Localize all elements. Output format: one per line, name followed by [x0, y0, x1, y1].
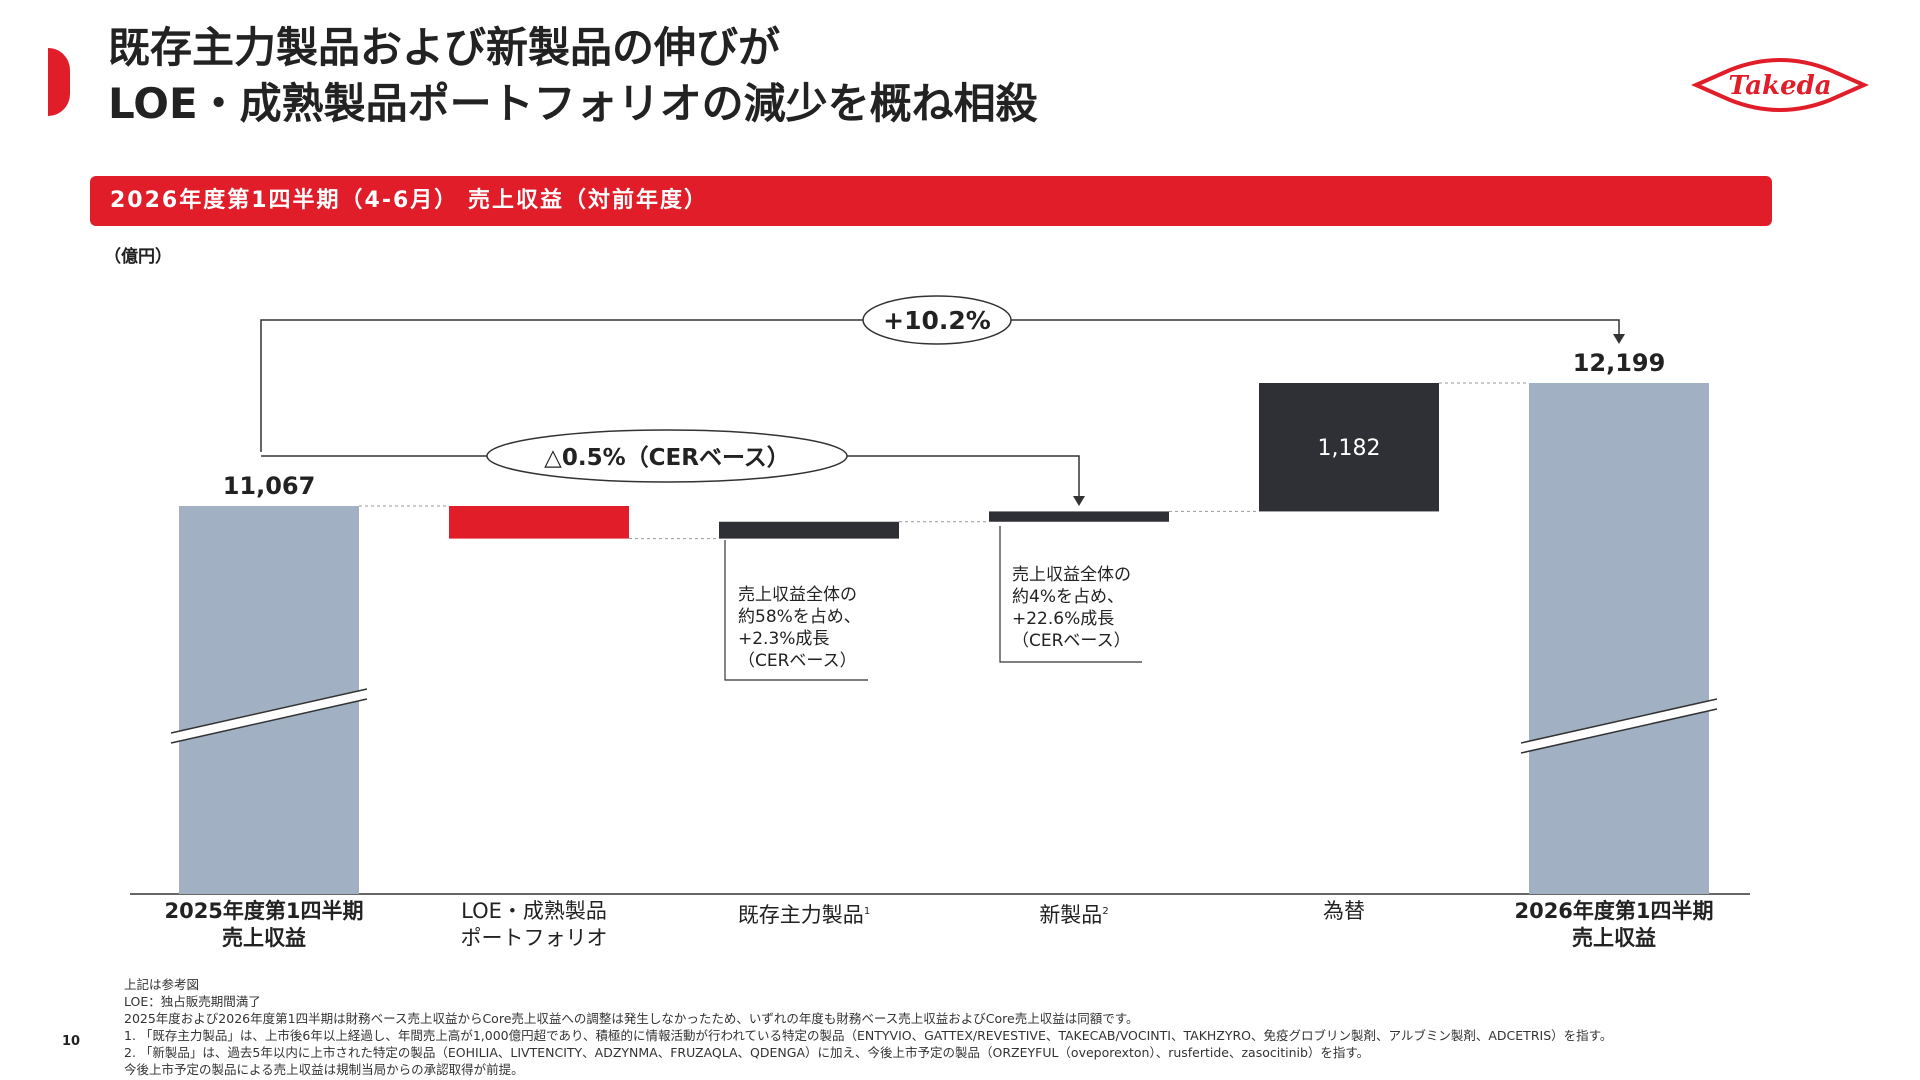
bar-loe-decline [449, 506, 629, 539]
page-title: 既存主力製品および新製品の伸びが LOE・成熟製品ポートフォリオの減少を概ね相殺 [108, 20, 1038, 132]
footnote: LOE：独占販売期間満了 [124, 994, 261, 1009]
title-line-2: LOE・成熟製品ポートフォリオの減少を概ね相殺 [108, 79, 1038, 128]
note-new-products: 売上収益全体の 約4%を占め、 +22.6%成長 （CERベース） [1012, 565, 1131, 651]
category-label-start: 2025年度第1四半期 売上収益 [164, 899, 364, 950]
growth-cer-arrowhead [1073, 496, 1085, 506]
growth-total-label: +10.2% [883, 306, 991, 335]
growth-total-arrowhead [1613, 334, 1625, 344]
category-label-end: 2026年度第1四半期 売上収益 [1514, 899, 1714, 950]
axis-break-line [1520, 708, 1718, 754]
unit-label: （億円） [104, 247, 172, 267]
note-core-products: 売上収益全体の 約58%を占め、 +2.3%成長 （CERベース） [738, 585, 861, 671]
value-label-start: 11,067 [223, 472, 316, 500]
footnote: 今後上市予定の製品による売上収益は規制当局からの承認取得が前提。 [124, 1062, 524, 1077]
footnote: 2. 「新製品」は、過去5年以内に上市された特定の製品（EOHILIA、LIVT… [124, 1045, 1370, 1060]
bar-fx [1259, 383, 1439, 512]
category-label-fx: 為替 [1323, 899, 1365, 923]
axis-break-line [170, 688, 368, 734]
axis-break-mark [171, 689, 367, 743]
category-label-core-products: 既存主力製品1 [737, 903, 871, 927]
value-label-end: 12,199 [1573, 349, 1666, 377]
growth-cer-ellipse [486, 429, 848, 483]
growth-total-ellipse [862, 295, 1012, 345]
category-label-loe: LOE・成熟製品 ポートフォリオ [460, 899, 608, 950]
footnote: 1. 「既存主力製品」は、上市後6年以上経過し、年間売上高が1,000億円超であ… [124, 1028, 1613, 1043]
section-header-bar: 2026年度第1四半期（4-6月） 売上収益（対前年度） [90, 176, 1772, 226]
note-core-callout-line [724, 540, 868, 681]
footnote: 2025年度および2026年度第1四半期は財務ベース売上収益からCore売上収益… [124, 1011, 1139, 1026]
takeda-logo: Takeda [1691, 58, 1869, 112]
footnote: 上記は参考図 [124, 977, 200, 992]
title-line-1: 既存主力製品および新製品の伸びが [108, 23, 781, 72]
bar-end-total [1529, 383, 1709, 894]
note-new-callout-line [999, 526, 1142, 663]
bar-new-products [989, 511, 1169, 522]
footnotes: 上記は参考図 LOE：独占販売期間満了 2025年度および2026年度第1四半期… [124, 976, 1904, 1078]
value-label-fx: 1,182 [1318, 436, 1381, 461]
axis-break-line [1520, 698, 1718, 744]
axis-break-line [170, 698, 368, 744]
page-number: 10 [62, 1034, 81, 1049]
logo-text: Takeda [1728, 71, 1831, 101]
axis-break-mark [1521, 699, 1717, 753]
category-label-new-products: 新製品2 [1039, 903, 1109, 927]
bar-core-products [719, 521, 899, 539]
growth-cer-label: △0.5%（CERベース） [544, 444, 790, 471]
title-accent-bar [48, 48, 70, 116]
